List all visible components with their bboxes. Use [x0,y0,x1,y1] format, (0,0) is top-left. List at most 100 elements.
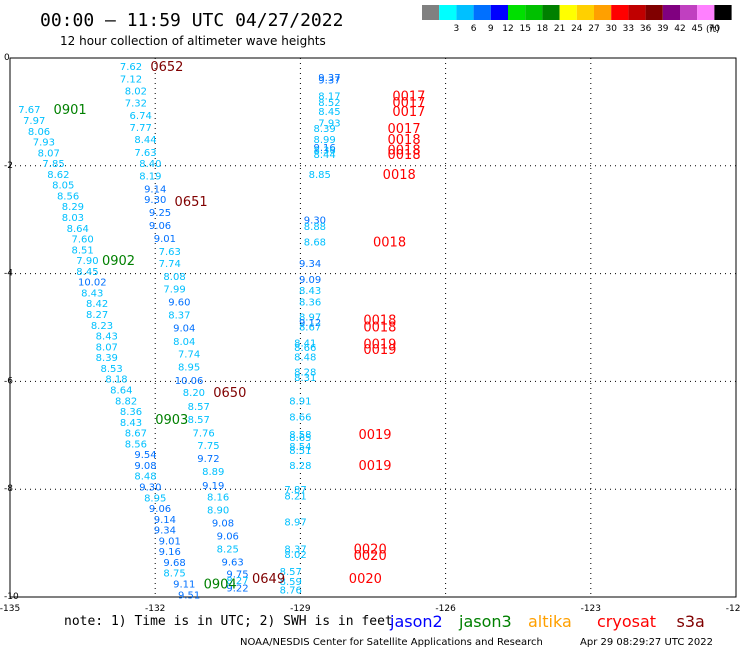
legend-swatch [508,5,526,20]
footer-credit: NOAA/NESDIS Center for Satellite Applica… [240,637,543,648]
wave-height-value: 8.29 [62,202,84,213]
legend-label: 27 [588,24,599,34]
legend-swatch [628,5,646,20]
legend-swatch [490,5,508,20]
pass-time-label: 0017 [392,105,425,120]
pass-time-label: 0649 [252,572,285,587]
wave-height-value: 8.23 [91,321,113,332]
wave-height-value: 9.72 [197,454,219,465]
legend-label: 30 [605,24,617,34]
legend-label: 15 [519,24,530,34]
wave-height-value: 7.60 [71,235,93,246]
wave-height-value: 8.44 [134,135,156,146]
wave-height-value: 8.48 [134,472,156,483]
wave-height-value: 9.68 [163,558,185,569]
legend-label: 9 [488,24,494,34]
wave-height-value: 8.43 [299,286,321,297]
wave-height-value: 9.14 [144,184,166,195]
wave-height-value: 7.90 [76,256,98,267]
wave-height-value: 9.09 [299,275,321,286]
page-title: 00:00 — 11:59 UTC 04/27/2022 [40,10,343,31]
wave-height-value: 8.20 [183,388,205,399]
wave-height-value: 8.52 [318,98,340,109]
wave-height-value: 8.45 [318,107,340,118]
wave-height-value: 6.74 [130,111,152,122]
wave-height-value: 8.54 [289,442,311,453]
wave-height-value: 9.19 [202,481,224,492]
wave-height-value: 8.67 [299,322,321,333]
wave-height-value: 8.57 [188,415,210,426]
legend-swatch [559,5,577,20]
pass-time-label: 0018 [388,144,421,159]
wave-height-value: 8.02 [284,550,306,561]
pass-time-label: 0019 [358,459,391,474]
wave-height-value: 8.97 [284,518,306,529]
satellite-name: jason2 [389,612,443,631]
wave-height-value: 8.45 [76,267,98,278]
wave-height-value: 9.12 [299,318,321,329]
wave-height-value: 8.27 [86,310,108,321]
wave-height-value: 8.66 [289,412,311,423]
wave-height-value: 7.63 [134,148,156,159]
legend-label: 36 [640,24,652,34]
wave-height-value: 8.66 [294,343,316,354]
pass-time-label: 0650 [213,386,246,401]
wave-height-value: 8.39 [313,124,335,135]
wave-height-value: 8.82 [115,396,137,407]
legend-label: 6 [471,24,477,34]
latitude-label: -4 [4,269,13,279]
pass-time-label: 0901 [54,103,87,118]
wave-height-value: 9.34 [299,259,321,270]
legend-label: 70 [709,24,721,34]
wave-height-value: 9.54 [134,450,156,461]
latitude-label: -8 [4,484,13,494]
legend-label: 3 [454,24,460,34]
wave-height-value: 7.77 [130,123,152,134]
latitude-label: -6 [4,376,13,386]
wave-height-value: 7.85 [42,159,64,170]
wave-height-value: 8.51 [71,245,93,256]
wave-height-value: 7.93 [318,119,340,130]
pass-time-label: 0018 [388,133,421,148]
wave-height-value: 8.43 [96,332,118,343]
wave-height-value: 9.06 [217,532,239,543]
longitude-label: -132 [145,604,165,614]
longitude-labels: -135 -132 -129 -126 -123 -120 [0,604,740,614]
wave-height-value: 9.37 [318,76,340,87]
wave-height-value: 7.87 [284,485,306,496]
wave-height-value: 7.97 [23,116,45,127]
satellite-name: s3a [677,612,705,631]
wave-height-value: 7.67 [18,105,40,116]
pass-time-label: 0017 [392,90,425,105]
pass-time-label: 0019 [358,428,391,443]
wave-height-value: 8.88 [304,222,326,233]
wave-height-value: 9.60 [168,298,190,309]
wave-height-value: 8.42 [86,299,108,310]
legend-label: 12 [502,24,513,34]
pass-time-label: 0651 [175,195,208,210]
wave-height-observations: 7.627.128.027.326.747.778.447.638.408.19… [18,62,340,601]
wave-height-value: 9.30 [304,216,326,227]
pass-time-label: 0017 [388,122,421,137]
longitude-label: -126 [435,604,456,614]
legend-label: 21 [554,24,565,34]
legend-label: 45 [691,24,702,34]
wave-height-value: 9.01 [154,234,176,245]
wave-height-value: 8.07 [96,342,118,353]
wave-height-value: 8.48 [294,353,316,364]
wave-height-value: 8.36 [120,407,142,418]
wave-height-value: 8.04 [173,337,195,348]
wave-height-value: 9.04 [173,324,195,335]
wave-height-value: 8.03 [62,213,84,224]
legend-unit: (ft) [706,25,720,35]
pass-time-label: 0019 [363,338,396,353]
wave-height-value: 7.99 [163,285,185,296]
wave-height-value: 7.75 [197,441,219,452]
legend-swatch [662,5,680,20]
wave-height-value: 8.58 [289,430,311,441]
latitude-label: 0 [4,53,10,63]
wave-height-value: 9.11 [173,580,195,591]
wave-height-value: 8.53 [101,364,123,375]
wave-height-value: 8.90 [207,506,229,517]
wave-height-value: 8.28 [289,461,311,472]
